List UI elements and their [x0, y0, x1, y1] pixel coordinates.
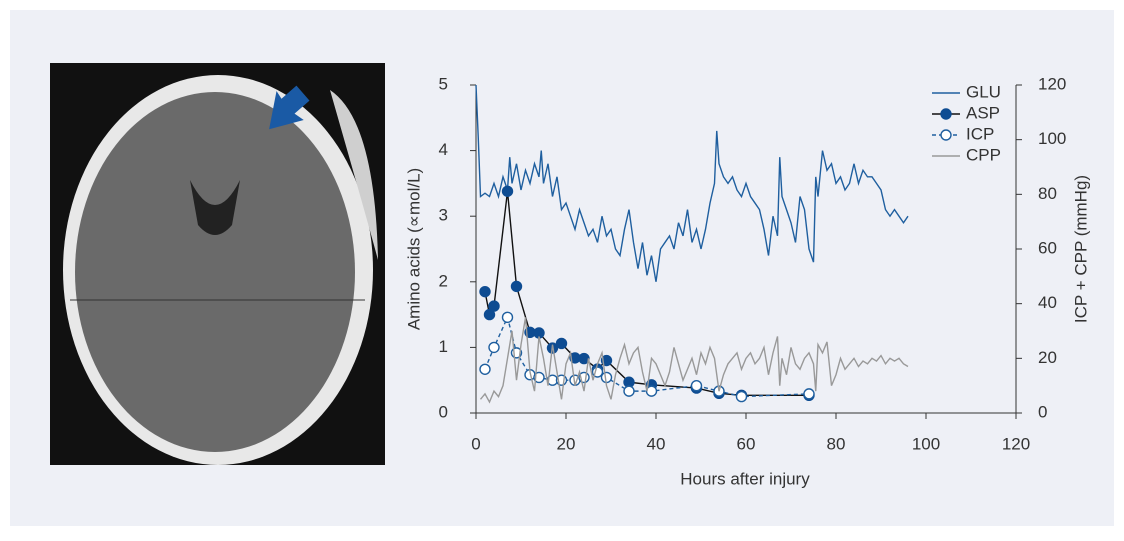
y2-tick-label: 80	[1038, 184, 1057, 203]
x-tick-label: 80	[827, 434, 846, 453]
y2-tick-label: 20	[1038, 348, 1057, 367]
marker	[623, 385, 635, 397]
marker	[488, 300, 500, 312]
y-axis-label: Amino acids (∝mol/L)	[404, 168, 423, 330]
y2-tick-label: 40	[1038, 293, 1057, 312]
legend-label: ASP	[966, 103, 1000, 122]
marker	[479, 285, 491, 298]
y-tick-label: 5	[439, 74, 448, 93]
y-tick-label: 1	[439, 337, 448, 356]
marker	[479, 363, 491, 375]
marker	[735, 390, 748, 403]
legend-label: GLU	[966, 82, 1001, 101]
y-tick-label: 4	[439, 140, 448, 159]
series-line	[479, 317, 909, 404]
y2-tick-label: 100	[1038, 129, 1066, 148]
ct-scan	[50, 63, 385, 465]
x-tick-label: 20	[557, 434, 576, 453]
y2-tick-label: 120	[1038, 74, 1066, 93]
y2-axis-label: ICP + CPP (mmHg)	[1071, 175, 1090, 323]
ventricle	[190, 180, 240, 235]
x-tick-label: 120	[1002, 434, 1030, 453]
marker	[483, 308, 496, 321]
marker	[690, 379, 703, 392]
marker	[510, 280, 523, 293]
y-tick-label: 2	[439, 271, 448, 290]
arrow	[269, 85, 310, 130]
y2-tick-label: 0	[1038, 402, 1047, 421]
legend-label: CPP	[966, 145, 1001, 164]
legend-marker	[940, 129, 952, 141]
x-tick-label: 100	[912, 434, 940, 453]
x-tick-label: 0	[471, 434, 480, 453]
legend-label: ICP	[966, 124, 994, 143]
brain	[75, 92, 355, 452]
x-tick-label: 40	[647, 434, 666, 453]
x-axis-label: Hours after injury	[680, 469, 810, 488]
series-line	[475, 84, 909, 282]
marker	[555, 337, 568, 350]
y2-tick-label: 60	[1038, 238, 1057, 257]
y-tick-label: 3	[439, 206, 448, 225]
marker	[803, 388, 815, 400]
marker	[488, 341, 500, 354]
x-tick-label: 60	[737, 434, 756, 453]
y-tick-label: 0	[439, 402, 448, 421]
marker	[501, 311, 514, 324]
hematoma	[330, 90, 378, 260]
legend-marker	[940, 108, 952, 120]
marker	[501, 185, 514, 197]
